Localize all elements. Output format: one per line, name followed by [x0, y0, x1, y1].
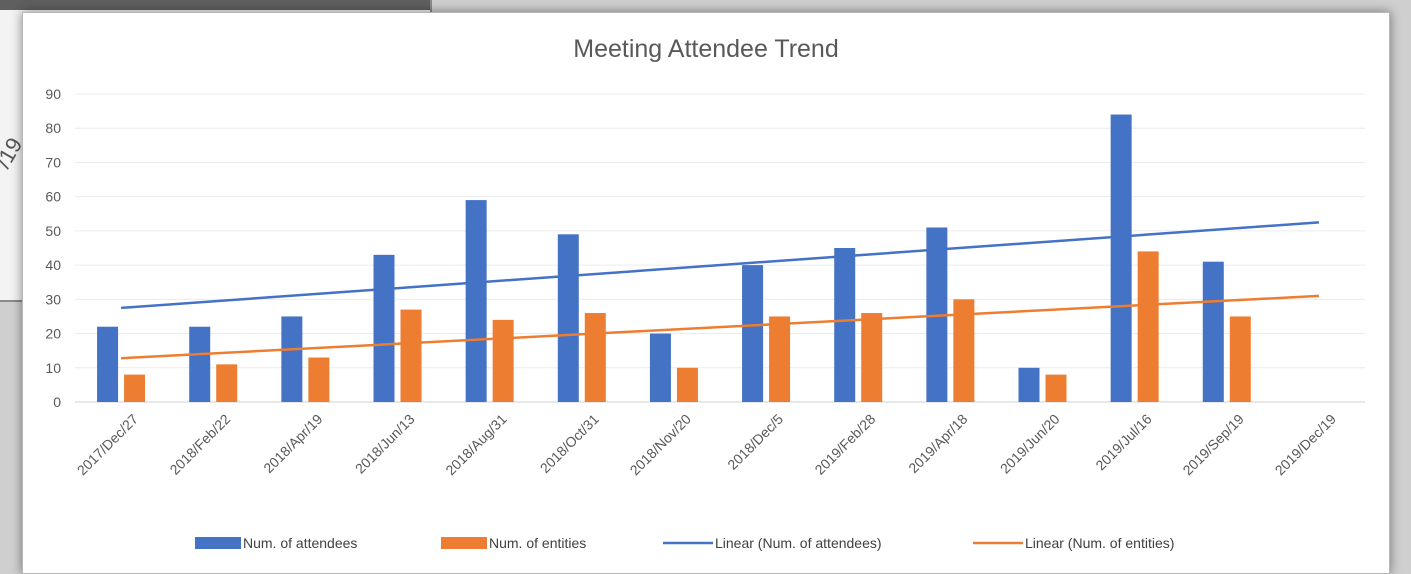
y-tick-label: 80	[45, 120, 61, 136]
x-tick-label: 2018/Feb/22	[166, 411, 233, 478]
legend-swatch-bar	[195, 537, 241, 549]
x-tick-label: 2017/Dec/27	[74, 411, 142, 479]
entities-bar	[216, 364, 238, 402]
background-window-titlebar	[0, 0, 430, 10]
attendees-bar	[649, 333, 671, 402]
entities-bar	[400, 309, 422, 402]
attendees-bar	[281, 316, 303, 402]
entities-bar	[1229, 316, 1251, 402]
y-tick-label: 10	[45, 360, 61, 376]
attendees-bar	[465, 200, 487, 402]
attendees-bar	[557, 234, 579, 402]
legend-label: Num. of entities	[489, 535, 586, 551]
x-tick-label: 2018/Oct/31	[537, 411, 602, 476]
chart-card: Meeting Attendee Trend 0 10 20 30 40 50 60 70 80…	[22, 12, 1390, 574]
x-tick-label: 2018/Aug/31	[442, 411, 510, 479]
chart-title: Meeting Attendee Trend	[573, 35, 838, 63]
attendees-bar	[373, 254, 395, 402]
x-tick-label: 2018/Apr/19	[260, 411, 325, 476]
x-tick-label: 2019/Sep/19	[1179, 411, 1247, 479]
entities-bar	[308, 357, 330, 402]
x-tick-label: 2019/Feb/28	[811, 411, 878, 478]
y-tick-label: 20	[45, 326, 61, 342]
x-tick-label: 2018/Nov/20	[627, 411, 695, 479]
entities-bar	[1045, 374, 1067, 402]
entities-bar	[769, 316, 791, 402]
attendees-bar	[97, 326, 119, 402]
y-tick-label: 70	[45, 154, 61, 170]
y-tick-label: 90	[45, 86, 61, 102]
y-tick-label: 0	[53, 394, 61, 410]
entities-bar	[953, 299, 975, 402]
entities-bar	[492, 319, 514, 402]
x-tick-label: 2019/Jul/16	[1092, 411, 1155, 474]
attendees-bar	[1110, 114, 1132, 403]
legend-label: Num. of attendees	[243, 535, 357, 551]
attendees-bar	[1202, 261, 1224, 402]
entities-bar	[861, 313, 883, 402]
entities-bar	[584, 313, 606, 402]
x-tick-label: 2019/Dec/19	[1272, 411, 1340, 479]
y-tick-label: 60	[45, 189, 61, 205]
x-tick-label: 2018/Jun/13	[352, 411, 418, 477]
x-tick-label: 2019/Jun/20	[997, 411, 1063, 477]
legend-label: Linear (Num. of attendees)	[715, 535, 882, 551]
legend-label: Linear (Num. of entities)	[1025, 535, 1174, 551]
x-tick-label: 2019/Apr/18	[905, 411, 970, 476]
y-tick-label: 40	[45, 257, 61, 273]
attendees-bar	[189, 326, 211, 402]
y-tick-label: 50	[45, 223, 61, 239]
entities-bar	[1137, 251, 1159, 402]
entities-bar	[124, 374, 146, 402]
attendees-trendline	[120, 221, 1320, 310]
attendees-bar	[1018, 367, 1040, 402]
legend-swatch-bar	[441, 537, 487, 549]
attendees-bar	[742, 265, 764, 402]
attendees-bar	[834, 248, 856, 402]
x-tick-label: 2018/Dec/5	[724, 411, 786, 473]
chart-svg: Meeting Attendee Trend 0 10 20 30 40 50 60 70 80…	[45, 35, 1365, 551]
entities-trendline	[121, 294, 1319, 360]
entities-bar	[676, 367, 698, 402]
y-tick-label: 30	[45, 291, 61, 307]
